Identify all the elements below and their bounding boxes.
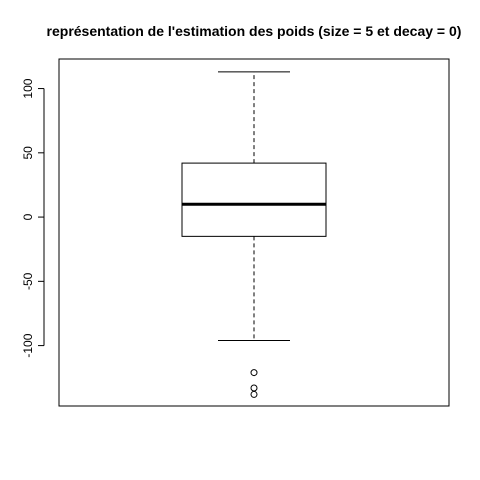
- plot-frame: [58, 58, 450, 407]
- plot-area: 100 50 0 -50 -100: [21, 58, 450, 407]
- y-tick-label: 0: [21, 213, 35, 220]
- y-tick-label: 100: [21, 78, 35, 98]
- y-tick-label: 50: [21, 146, 35, 160]
- box-iqr: [181, 162, 327, 237]
- chart-title: représentation de l'estimation des poids…: [47, 23, 462, 39]
- outlier-point: [250, 369, 258, 377]
- y-tick-label: -100: [21, 333, 35, 357]
- y-tick-label: -50: [21, 272, 35, 290]
- outlier-point: [250, 390, 258, 398]
